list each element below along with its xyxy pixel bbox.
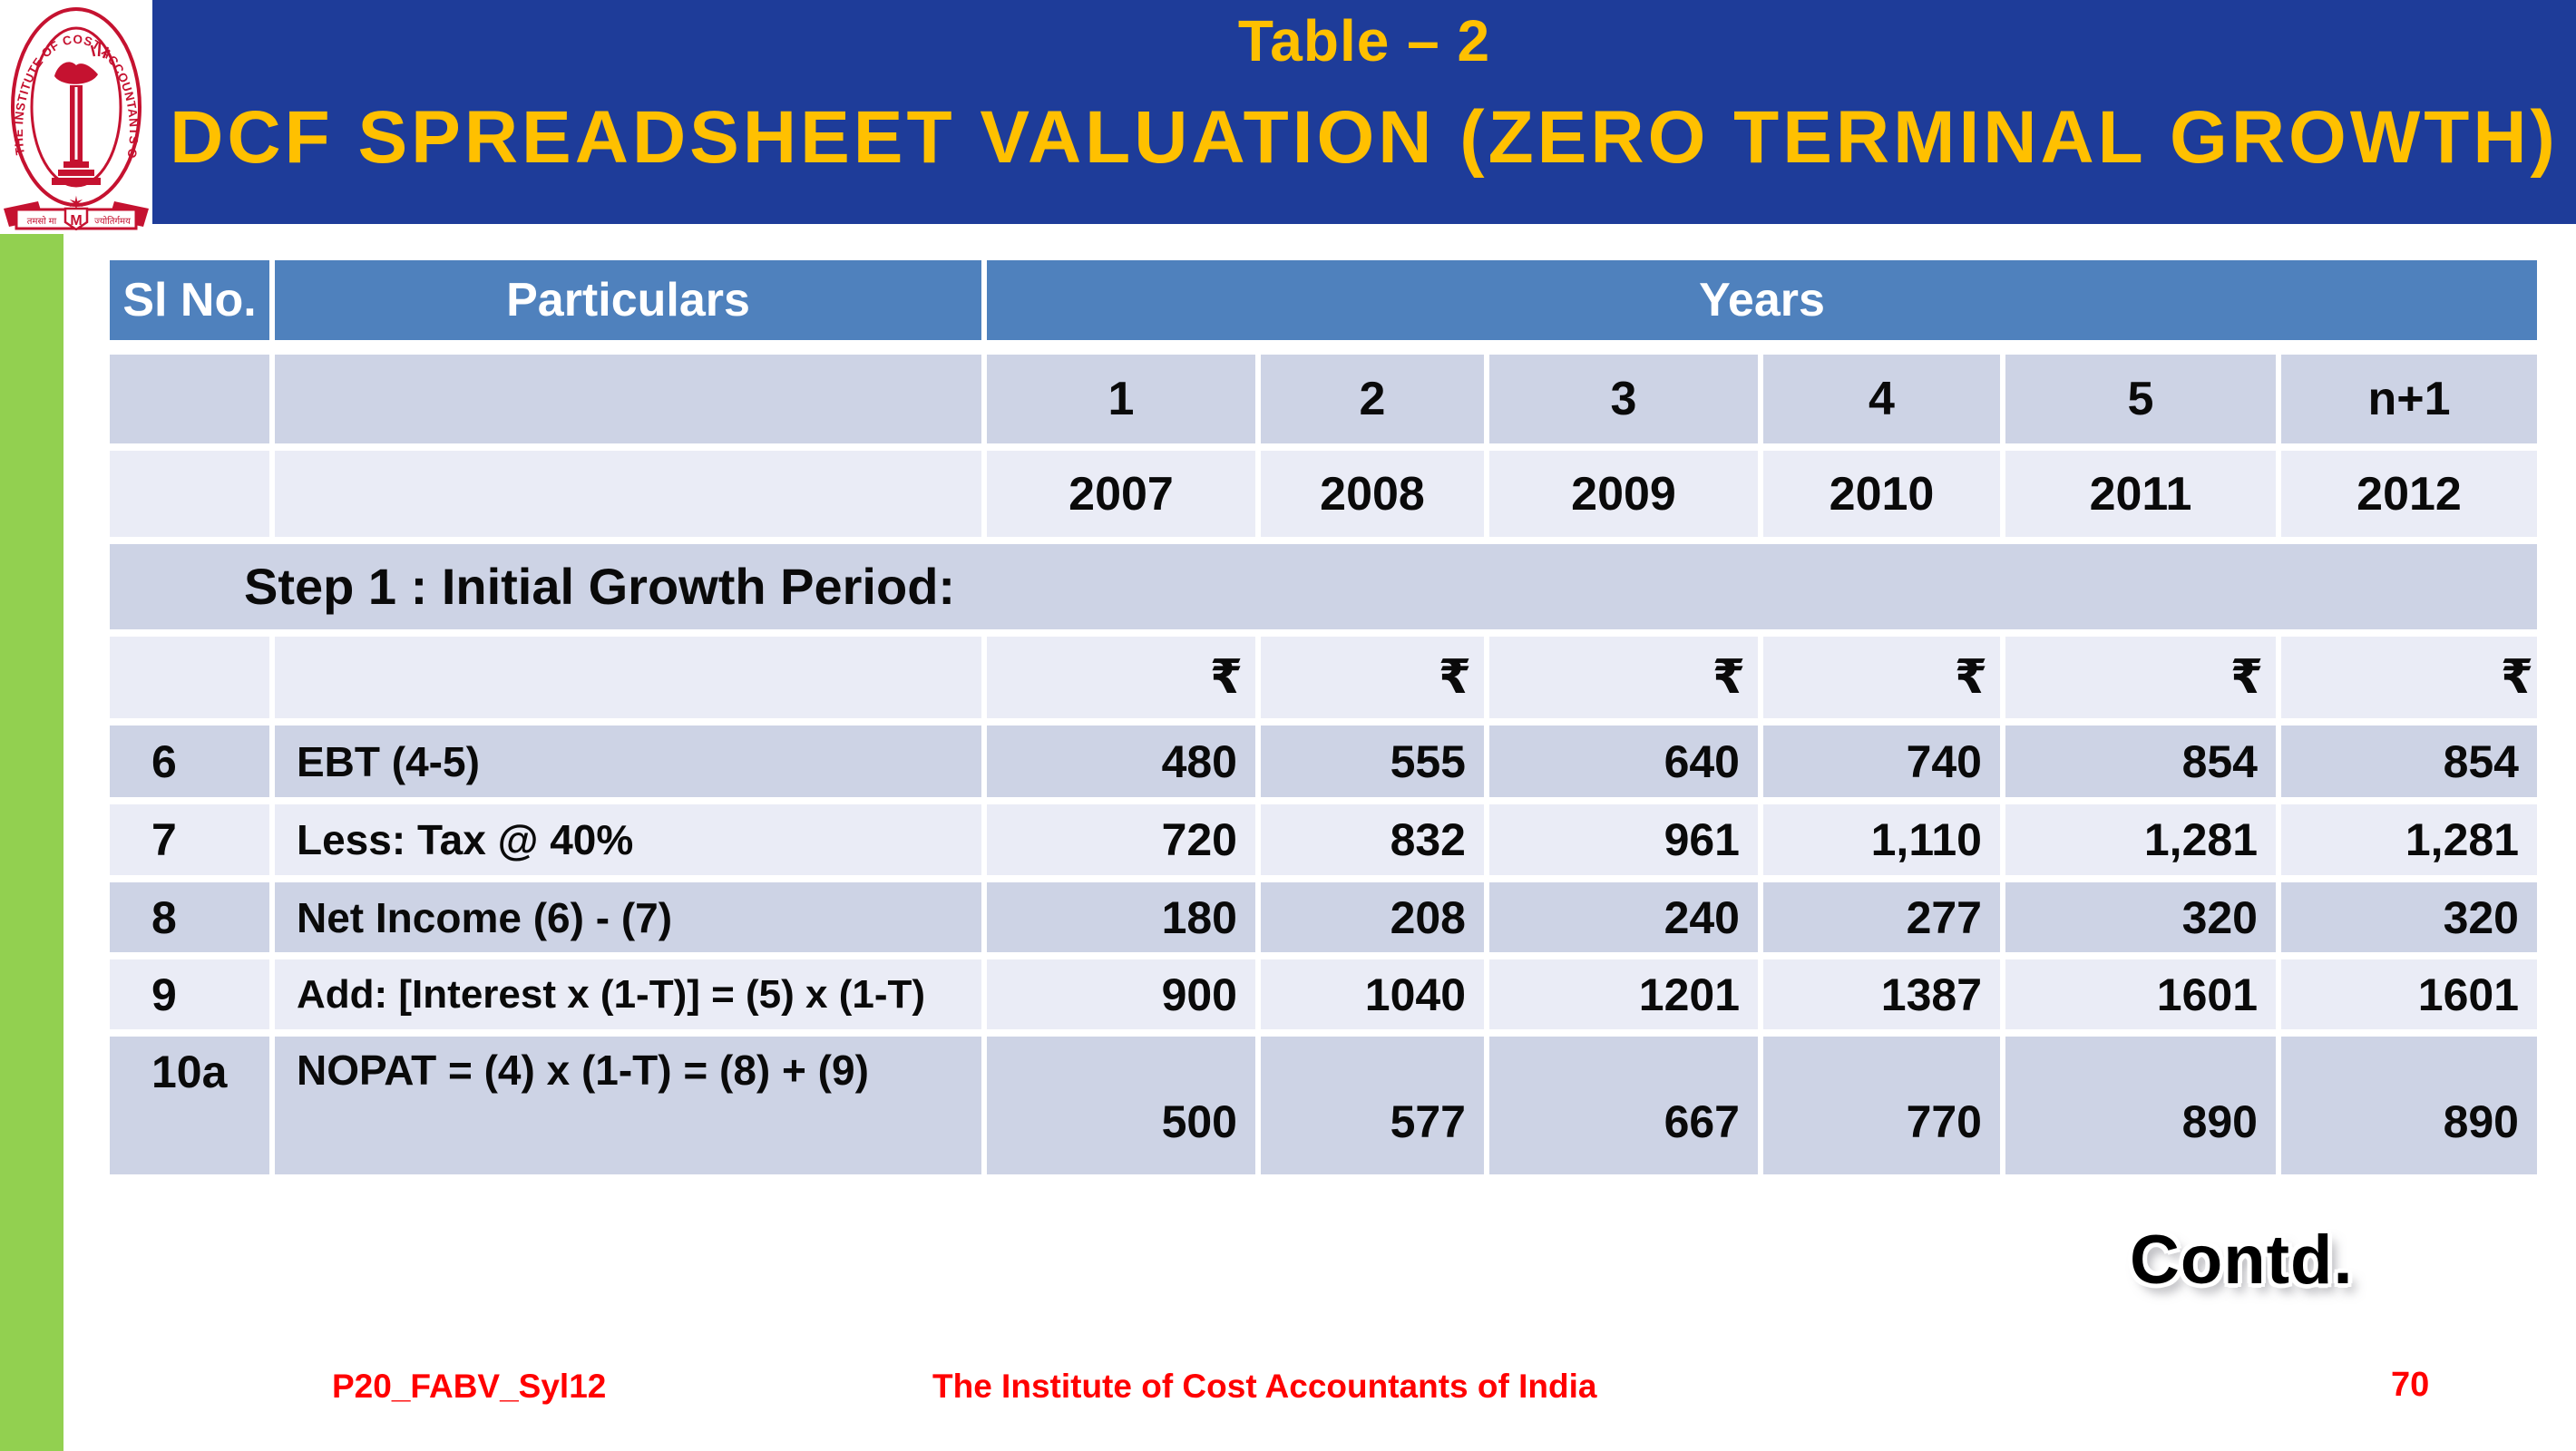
year-number-cell: 5	[2005, 355, 2276, 443]
row-sl-cell: 7	[110, 804, 269, 875]
institute-logo: THE INSTITUTE OF COST ACCOUNTANTS OF IND…	[0, 0, 152, 231]
rupee-symbol-cell: ₹	[2281, 637, 2537, 718]
col-header-sl-no: Sl No.	[110, 260, 269, 340]
value-cell: 961	[1489, 804, 1758, 875]
logo-ribbon: तमसो मा ज्योतिर्गमय M	[4, 201, 149, 231]
institute-seal-icon: THE INSTITUTE OF COST ACCOUNTANTS OF IND…	[0, 0, 149, 231]
year-label-cell: 2007	[987, 451, 1255, 537]
empty-cell	[275, 451, 981, 537]
empty-cell	[275, 637, 981, 718]
row-label-cell: Add: [Interest x (1-T)] = (5) x (1-T)	[275, 959, 981, 1029]
row-label-cell: Less: Tax @ 40%	[275, 804, 981, 875]
year-number-cell: n+1	[2281, 355, 2537, 443]
value-cell: 1,110	[1763, 804, 2000, 875]
value-cell: 577	[1261, 1037, 1484, 1174]
row-sl-cell: 9	[110, 959, 269, 1029]
slide-title-line2: DCF SPREADSHEET VALUATION (ZERO TERMINAL…	[170, 96, 2559, 180]
row-sl-cell: 10a	[110, 1037, 269, 1174]
year-number-cell: 1	[987, 355, 1255, 443]
table-body: 1 2 3 4 5 n+1 2007 2008 2009 2010 2011 2…	[110, 355, 2537, 1174]
value-cell: 1,281	[2281, 804, 2537, 875]
value-cell: 480	[987, 726, 1255, 797]
value-cell: 1601	[2281, 959, 2537, 1029]
rupee-symbol-cell: ₹	[2005, 637, 2276, 718]
year-number-cell: 3	[1489, 355, 1758, 443]
value-cell: 555	[1261, 726, 1484, 797]
value-cell: 320	[2005, 882, 2276, 952]
empty-cell	[110, 355, 269, 443]
logo-motto-right: ज्योतिर्गमय	[94, 216, 131, 227]
value-cell: 240	[1489, 882, 1758, 952]
contd-marker: Contd.	[2130, 1222, 2354, 1299]
rupee-symbol-cell: ₹	[1261, 637, 1484, 718]
value-cell: 1,281	[2005, 804, 2276, 875]
value-cell: 720	[987, 804, 1255, 875]
year-number-cell: 2	[1261, 355, 1484, 443]
lamp-pillar-icon	[52, 42, 110, 185]
value-cell: 500	[987, 1037, 1255, 1174]
value-cell: 667	[1489, 1037, 1758, 1174]
year-label-cell: 2009	[1489, 451, 1758, 537]
year-label-cell: 2011	[2005, 451, 2276, 537]
value-cell: 180	[987, 882, 1255, 952]
footer-course-code: P20_FABV_Syl12	[332, 1368, 607, 1405]
table-header-row: Sl No. Particulars Years	[110, 260, 2537, 340]
value-cell: 1201	[1489, 959, 1758, 1029]
year-label-cell: 2010	[1763, 451, 2000, 537]
row-sl-cell: 8	[110, 882, 269, 952]
value-cell: 890	[2281, 1037, 2537, 1174]
slide-title-line1: Table – 2	[1237, 8, 1491, 73]
value-cell: 890	[2005, 1037, 2276, 1174]
value-cell: 832	[1261, 804, 1484, 875]
value-cell: 854	[2281, 726, 2537, 797]
value-cell: 640	[1489, 726, 1758, 797]
rupee-symbol-cell: ₹	[1489, 637, 1758, 718]
value-cell: 740	[1763, 726, 2000, 797]
year-number-cell: 4	[1763, 355, 2000, 443]
rupee-symbol-cell: ₹	[987, 637, 1255, 718]
row-sl-cell: 6	[110, 726, 269, 797]
empty-cell	[275, 355, 981, 443]
year-label-cell: 2008	[1261, 451, 1484, 537]
value-cell: 1387	[1763, 959, 2000, 1029]
year-label-cell: 2012	[2281, 451, 2537, 537]
dcf-valuation-table: Sl No. Particulars Years 1 2 3 4 5 n+1 2…	[110, 260, 2537, 1174]
footer-institute-name: The Institute of Cost Accountants of Ind…	[932, 1368, 1597, 1405]
logo-motto-left: तमसो मा	[27, 216, 57, 227]
col-header-years: Years	[987, 260, 2537, 340]
value-cell: 770	[1763, 1037, 2000, 1174]
rupee-symbol-cell: ₹	[1763, 637, 2000, 718]
col-header-particulars: Particulars	[275, 260, 981, 340]
value-cell: 320	[2281, 882, 2537, 952]
value-cell: 900	[987, 959, 1255, 1029]
title-bar: Table – 2 DCF SPREADSHEET VALUATION (ZER…	[152, 0, 2576, 224]
value-cell: 1601	[2005, 959, 2276, 1029]
value-cell: 1040	[1261, 959, 1484, 1029]
empty-cell	[110, 451, 269, 537]
logo-monogram: M	[70, 213, 82, 229]
left-accent-stripe	[0, 234, 63, 1451]
row-label-cell: NOPAT = (4) x (1-T) = (8) + (9)	[275, 1037, 981, 1174]
row-label-cell: EBT (4-5)	[275, 726, 981, 797]
row-label-cell: Net Income (6) - (7)	[275, 882, 981, 952]
value-cell: 854	[2005, 726, 2276, 797]
empty-cell	[110, 637, 269, 718]
footer-page-number: 70	[2391, 1366, 2430, 1404]
value-cell: 277	[1763, 882, 2000, 952]
value-cell: 208	[1261, 882, 1484, 952]
section-title-step1: Step 1 : Initial Growth Period:	[110, 544, 2537, 629]
